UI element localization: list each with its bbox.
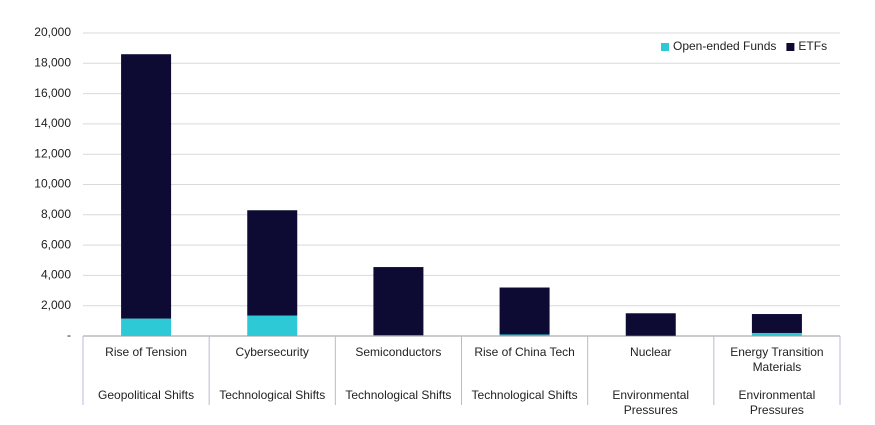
bar-segment	[751, 332, 802, 336]
legend-label: ETFs	[798, 39, 827, 53]
bar-segment	[751, 314, 802, 333]
y-tick-label: 10,000	[34, 177, 71, 191]
y-tick-label: -	[67, 328, 71, 342]
y-tick-label: 20,000	[34, 25, 71, 39]
x-group-label: Technological Shifts	[345, 388, 452, 402]
x-group-label: Environmental Pressures	[738, 388, 816, 417]
x-tick-label: Semiconductors	[355, 345, 442, 359]
bar-segment	[121, 54, 172, 319]
x-group-label: Technological Shifts	[471, 388, 578, 402]
x-group-label: Geopolitical Shifts	[98, 388, 195, 402]
bar-segment	[373, 335, 424, 336]
x-group-label: Technological Shifts	[219, 388, 326, 402]
bar-segment	[247, 315, 298, 336]
legend-label: Open-ended Funds	[673, 39, 776, 53]
legend-swatch	[786, 43, 795, 51]
y-tick-label: 14,000	[34, 116, 71, 130]
bar-segment	[373, 267, 424, 336]
bar-segment	[499, 287, 550, 335]
y-tick-label: 6,000	[41, 237, 71, 251]
bar-segment	[121, 318, 172, 336]
x-tick-label: Rise of Tension	[105, 345, 187, 359]
x-group-label: Environmental Pressures	[612, 388, 690, 417]
y-tick-label: 8,000	[41, 207, 71, 221]
x-tick-label: Nuclear	[630, 345, 672, 359]
y-tick-label: 12,000	[34, 146, 71, 160]
y-tick-label: 2,000	[41, 298, 71, 312]
bar-segment	[625, 313, 676, 336]
bar-segment	[499, 334, 550, 336]
bar-segment	[247, 210, 298, 316]
y-tick-label: 18,000	[34, 55, 71, 69]
x-tick-label: Cybersecurity	[235, 345, 309, 359]
x-tick-label: Energy Transition Materials	[730, 345, 824, 374]
legend-swatch	[661, 43, 669, 51]
y-tick-label: 16,000	[34, 86, 71, 100]
x-tick-label: Rise of China Tech	[474, 345, 575, 359]
y-tick-label: 4,000	[41, 268, 71, 282]
